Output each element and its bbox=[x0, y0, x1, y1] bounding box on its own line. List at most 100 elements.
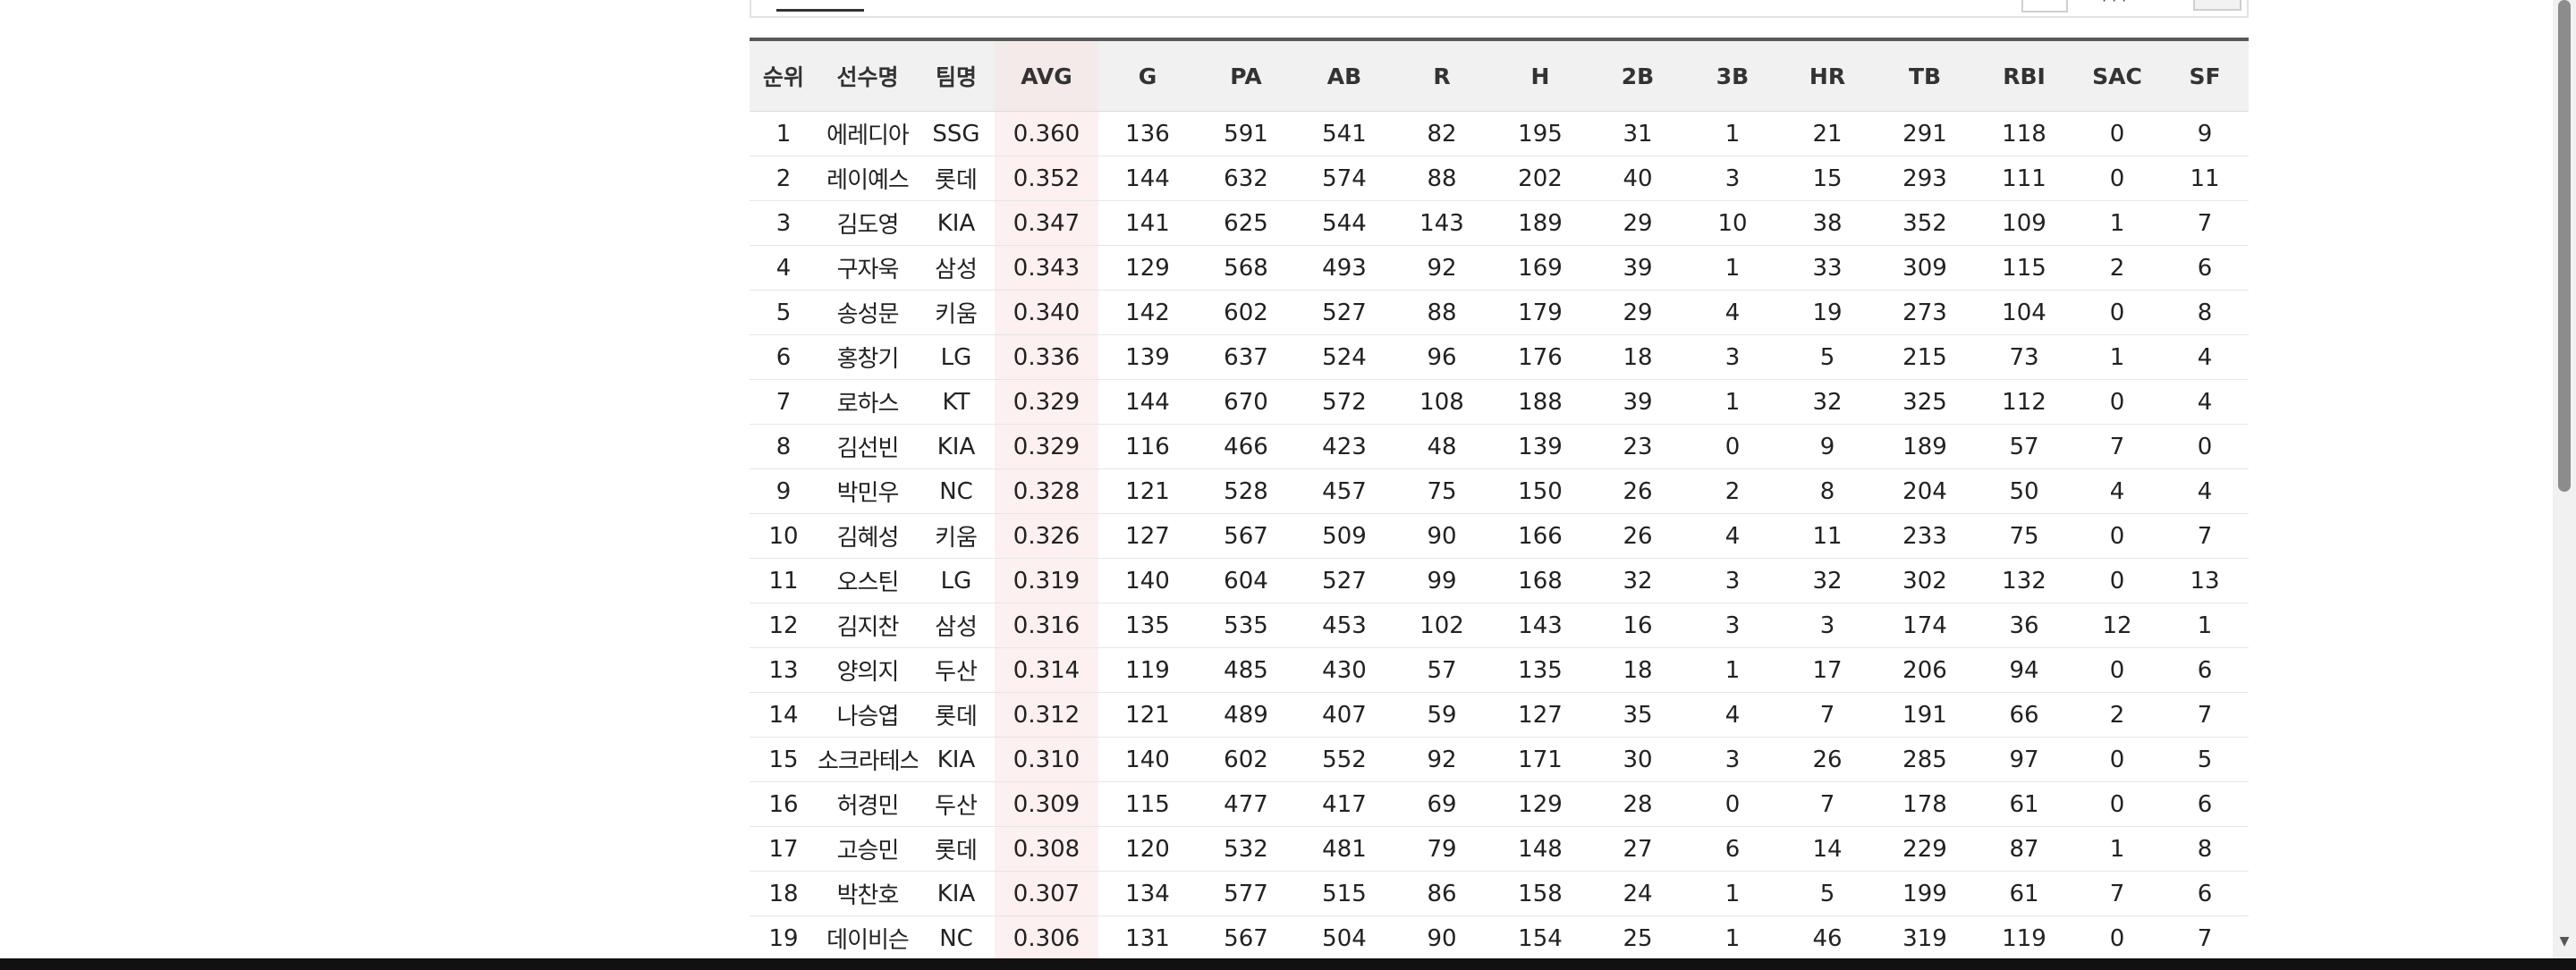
cell-hits: 168 bbox=[1490, 558, 1590, 603]
cell-avg: 0.336 bbox=[995, 334, 1098, 380]
table-row: 2 레이예스 롯데 0.352 144 632 574 88 202 40 3 15 293 111 0 11 bbox=[750, 156, 2249, 201]
scroll-down-arrow-icon[interactable]: ▼ bbox=[2559, 934, 2570, 949]
cell-player-name[interactable]: 레이예스 bbox=[818, 156, 918, 201]
cell-player-name[interactable]: 구자욱 bbox=[818, 245, 918, 291]
cell-doubles: 40 bbox=[1590, 156, 1685, 201]
cell-player-name[interactable]: 박민우 bbox=[818, 468, 918, 514]
cell-at-bats: 504 bbox=[1295, 915, 1394, 961]
cell-player-name[interactable]: 김지찬 bbox=[818, 603, 918, 648]
more-options-icon[interactable]: ··· bbox=[2102, 0, 2132, 9]
cell-doubles: 32 bbox=[1590, 558, 1685, 603]
table-row: 4 구자욱 삼성 0.343 129 568 493 92 169 39 1 33 309 115 2 6 bbox=[750, 245, 2249, 291]
cell-team: 키움 bbox=[918, 290, 995, 335]
cell-triples: 0 bbox=[1685, 424, 1780, 469]
cell-rank: 19 bbox=[750, 915, 818, 961]
cell-player-name[interactable]: 고승민 bbox=[818, 826, 918, 872]
table-row: 3 김도영 KIA 0.347 141 625 544 143 189 29 10 38 352 109 1… bbox=[750, 200, 2249, 246]
cell-doubles: 35 bbox=[1590, 692, 1685, 738]
column-header-runs[interactable]: R bbox=[1394, 39, 1490, 112]
cell-player-name[interactable]: 나승엽 bbox=[818, 692, 918, 738]
cell-rbi: 87 bbox=[1975, 826, 2073, 872]
cell-team: NC bbox=[918, 468, 995, 514]
cell-total-bases: 229 bbox=[1875, 826, 1975, 872]
cell-runs: 88 bbox=[1394, 290, 1490, 335]
cell-player-name[interactable]: 김도영 bbox=[818, 200, 918, 246]
cell-triples: 3 bbox=[1685, 737, 1780, 782]
table-row: 11 오스틴 LG 0.319 140 604 527 99 168 32 3 32 302 132 0 13 bbox=[750, 558, 2249, 603]
cell-player-name[interactable]: 양의지 bbox=[818, 647, 918, 693]
cell-plate-appearances: 567 bbox=[1197, 513, 1295, 559]
cell-total-bases: 189 bbox=[1875, 424, 1975, 469]
cell-at-bats: 509 bbox=[1295, 513, 1394, 559]
column-header-total-bases[interactable]: TB bbox=[1875, 39, 1975, 112]
filter-select-box[interactable] bbox=[2021, 0, 2068, 13]
cell-rbi: 109 bbox=[1975, 200, 2073, 246]
cell-player-name[interactable]: 박찬호 bbox=[818, 871, 918, 916]
cell-home-runs: 9 bbox=[1780, 424, 1875, 469]
vertical-scrollbar[interactable]: ▼ bbox=[2553, 0, 2576, 958]
column-header-games[interactable]: G bbox=[1098, 39, 1197, 112]
table-header-row: 순위 선수명 팀명 AVG G PA AB R H 2B 3B HR TB RBI SAC SF bbox=[750, 39, 2249, 112]
scrollbar-thumb[interactable] bbox=[2558, 0, 2571, 492]
column-header-doubles[interactable]: 2B bbox=[1590, 39, 1685, 112]
cell-total-bases: 302 bbox=[1875, 558, 1975, 603]
cell-plate-appearances: 489 bbox=[1197, 692, 1295, 738]
cell-runs: 92 bbox=[1394, 737, 1490, 782]
cell-rank: 16 bbox=[750, 781, 818, 827]
column-header-team: 팀명 bbox=[918, 39, 995, 112]
column-header-at-bats[interactable]: AB bbox=[1295, 39, 1394, 112]
table-row: 5 송성문 키움 0.340 142 602 527 88 179 29 4 19 273 104 0 8 bbox=[750, 290, 2249, 335]
cell-rbi: 50 bbox=[1975, 468, 2073, 514]
cell-rbi: 111 bbox=[1975, 156, 2073, 201]
cell-at-bats: 527 bbox=[1295, 558, 1394, 603]
cell-team: 두산 bbox=[918, 647, 995, 693]
search-button[interactable] bbox=[2193, 0, 2241, 11]
cell-home-runs: 3 bbox=[1780, 603, 1875, 648]
column-header-avg[interactable]: AVG bbox=[995, 39, 1098, 112]
cell-player-name[interactable]: 소크라테스 bbox=[818, 737, 918, 782]
column-header-player-name: 선수명 bbox=[818, 39, 918, 112]
column-header-triples[interactable]: 3B bbox=[1685, 39, 1780, 112]
cell-team: LG bbox=[918, 558, 995, 603]
cell-player-name[interactable]: 로하스 bbox=[818, 379, 918, 425]
cell-doubles: 31 bbox=[1590, 111, 1685, 156]
cell-player-name[interactable]: 에레디아 bbox=[818, 111, 918, 156]
cell-plate-appearances: 477 bbox=[1197, 781, 1295, 827]
cell-games: 139 bbox=[1098, 334, 1197, 380]
column-header-plate-appearances[interactable]: PA bbox=[1197, 39, 1295, 112]
cell-player-name[interactable]: 허경민 bbox=[818, 781, 918, 827]
cell-triples: 1 bbox=[1685, 871, 1780, 916]
cell-total-bases: 291 bbox=[1875, 111, 1975, 156]
cell-games: 131 bbox=[1098, 915, 1197, 961]
cell-at-bats: 524 bbox=[1295, 334, 1394, 380]
cell-player-name[interactable]: 홍창기 bbox=[818, 334, 918, 380]
cell-avg: 0.316 bbox=[995, 603, 1098, 648]
cell-hits: 195 bbox=[1490, 111, 1590, 156]
cell-rbi: 97 bbox=[1975, 737, 2073, 782]
cell-sac: 0 bbox=[2073, 379, 2161, 425]
table-body: 1 에레디아 SSG 0.360 136 591 541 82 195 31 1 21 291 118 0 9… bbox=[750, 111, 2249, 961]
batting-stats-table: 순위 선수명 팀명 AVG G PA AB R H 2B 3B HR TB RBI SAC SF 1 에레디아 S… bbox=[750, 38, 2249, 961]
cell-rank: 18 bbox=[750, 871, 818, 916]
cell-player-name[interactable]: 오스틴 bbox=[818, 558, 918, 603]
table-row: 8 김선빈 KIA 0.329 116 466 423 48 139 23 0 9 189 57 7 0 bbox=[750, 424, 2249, 469]
cell-sac: 0 bbox=[2073, 781, 2161, 827]
cell-player-name[interactable]: 김선빈 bbox=[818, 424, 918, 469]
cell-runs: 90 bbox=[1394, 513, 1490, 559]
cell-plate-appearances: 466 bbox=[1197, 424, 1295, 469]
active-tab-underline[interactable] bbox=[776, 9, 864, 12]
cell-avg: 0.319 bbox=[995, 558, 1098, 603]
cell-rbi: 75 bbox=[1975, 513, 2073, 559]
cell-runs: 82 bbox=[1394, 111, 1490, 156]
cell-home-runs: 11 bbox=[1780, 513, 1875, 559]
column-header-hits[interactable]: H bbox=[1490, 39, 1590, 112]
column-header-rbi[interactable]: RBI bbox=[1975, 39, 2073, 112]
cell-player-name[interactable]: 송성문 bbox=[818, 290, 918, 335]
column-header-sf[interactable]: SF bbox=[2161, 39, 2249, 112]
cell-sac: 0 bbox=[2073, 737, 2161, 782]
column-header-sac[interactable]: SAC bbox=[2073, 39, 2161, 112]
cell-player-name[interactable]: 김혜성 bbox=[818, 513, 918, 559]
cell-player-name[interactable]: 데이비슨 bbox=[818, 915, 918, 961]
column-header-home-runs[interactable]: HR bbox=[1780, 39, 1875, 112]
